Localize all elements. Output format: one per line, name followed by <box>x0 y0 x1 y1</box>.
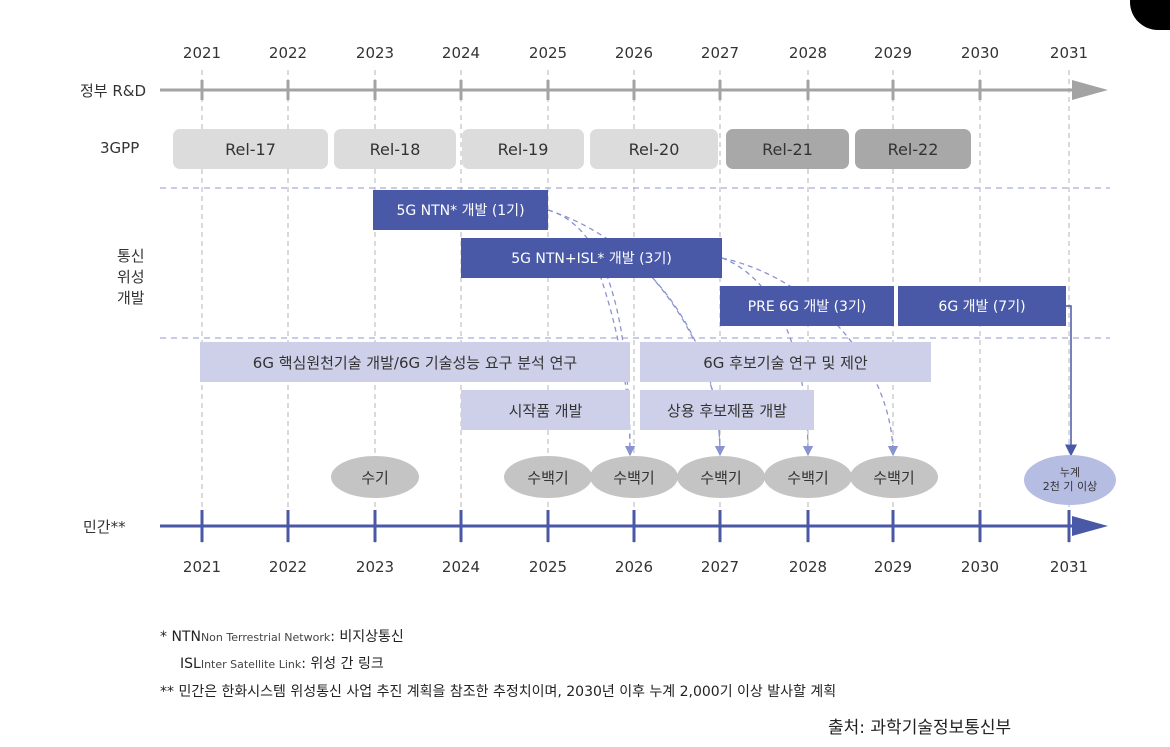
launch-2023: 수기 <box>331 456 419 498</box>
year-top-2028: 2028 <box>788 44 828 62</box>
year-bottom-2022: 2022 <box>268 558 308 576</box>
row-label-3gpp: 3GPP <box>100 139 140 157</box>
year-top-2021: 2021 <box>182 44 222 62</box>
row-label-satellite-line1: 통신 <box>117 247 145 265</box>
release-rel-19: Rel-19 <box>462 129 584 169</box>
launch-2026: 수백기 <box>590 456 678 498</box>
arrow-6g-to-cumulative <box>1065 305 1077 457</box>
year-top-2026: 2026 <box>614 44 654 62</box>
note-private: ** 민간은 한화시스템 위성통신 사업 추진 계획을 참조한 추정치이며, 2… <box>160 684 837 700</box>
gov-arrow-head <box>1072 80 1108 100</box>
year-top-2030: 2030 <box>960 44 1000 62</box>
year-bottom-2031: 2031 <box>1049 558 1089 576</box>
year-top-2029: 2029 <box>873 44 913 62</box>
arrow-ntnisl-to-2029 <box>721 257 899 457</box>
note-isl-term: ISL <box>180 656 201 672</box>
year-top-2027: 2027 <box>700 44 740 62</box>
year-bottom-2025: 2025 <box>528 558 568 576</box>
research-6g-candidate: 6G 후보기술 연구 및 제안 <box>640 342 931 382</box>
launch-2027: 수백기 <box>677 456 765 498</box>
release-rel-20: Rel-20 <box>590 129 718 169</box>
row-label-government: 정부 R&D <box>80 82 147 100</box>
year-top-2025: 2025 <box>528 44 568 62</box>
note-ntn: * NTNNon Terrestrial Network: 비지상통신 <box>160 626 404 646</box>
private-ticks <box>200 510 1071 542</box>
year-top-2022: 2022 <box>268 44 308 62</box>
year-top-2031: 2031 <box>1049 44 1089 62</box>
year-bottom-2024: 2024 <box>441 558 481 576</box>
note-ntn-term: * NTN <box>160 629 201 645</box>
research-6g-core: 6G 핵심원천기술 개발/6G 기술성능 요구 분석 연구 <box>200 342 630 382</box>
private-arrow-head <box>1072 516 1108 536</box>
launch-cumulative: 누계 2천 기 이상 <box>1024 455 1116 505</box>
research-commercial-candidate: 상용 후보제품 개발 <box>640 390 814 430</box>
gov-ticks <box>200 80 982 100</box>
note-ntn-desc: : 비지상통신 <box>330 629 404 645</box>
cumulative-line1: 누계 <box>1059 466 1081 479</box>
source-credit: 출처: 과학기술정보통신부 <box>828 718 1012 738</box>
year-bottom-2029: 2029 <box>873 558 913 576</box>
program-5g-ntn-isl: 5G NTN+ISL* 개발 (3기) <box>461 238 722 278</box>
row-label-satellite-line2: 위성 <box>117 268 145 286</box>
release-rel-21: Rel-21 <box>726 129 849 169</box>
program-pre-6g: PRE 6G 개발 (3기) <box>720 286 894 326</box>
launch-2025: 수백기 <box>504 456 592 498</box>
cumulative-line2: 2천 기 이상 <box>1042 480 1098 493</box>
row-label-private: 민간** <box>83 518 126 536</box>
program-5g-ntn: 5G NTN* 개발 (1기) <box>373 190 548 230</box>
row-label-satellite-line3: 개발 <box>117 289 145 307</box>
note-isl-desc: : 위성 간 링크 <box>301 656 384 672</box>
launch-2029: 수백기 <box>850 456 938 498</box>
row-label-satellite: 통신 위성 개발 <box>117 246 145 309</box>
launch-2028: 수백기 <box>764 456 852 498</box>
research-prototype: 시작품 개발 <box>461 390 630 430</box>
program-6g: 6G 개발 (7기) <box>898 286 1066 326</box>
note-isl-full: Inter Satellite Link <box>200 658 302 671</box>
release-rel-17: Rel-17 <box>173 129 328 169</box>
year-bottom-2027: 2027 <box>700 558 740 576</box>
year-top-2023: 2023 <box>355 44 395 62</box>
year-bottom-2030: 2030 <box>960 558 1000 576</box>
release-rel-18: Rel-18 <box>334 129 456 169</box>
year-bottom-2028: 2028 <box>788 558 828 576</box>
year-top-2024: 2024 <box>441 44 481 62</box>
year-bottom-2023: 2023 <box>355 558 395 576</box>
note-ntn-full: Non Terrestrial Network <box>200 631 331 644</box>
year-bottom-2021: 2021 <box>182 558 222 576</box>
year-bottom-2026: 2026 <box>614 558 654 576</box>
release-rel-22: Rel-22 <box>855 129 971 169</box>
note-isl: ISLInter Satellite Link: 위성 간 링크 <box>180 653 384 673</box>
